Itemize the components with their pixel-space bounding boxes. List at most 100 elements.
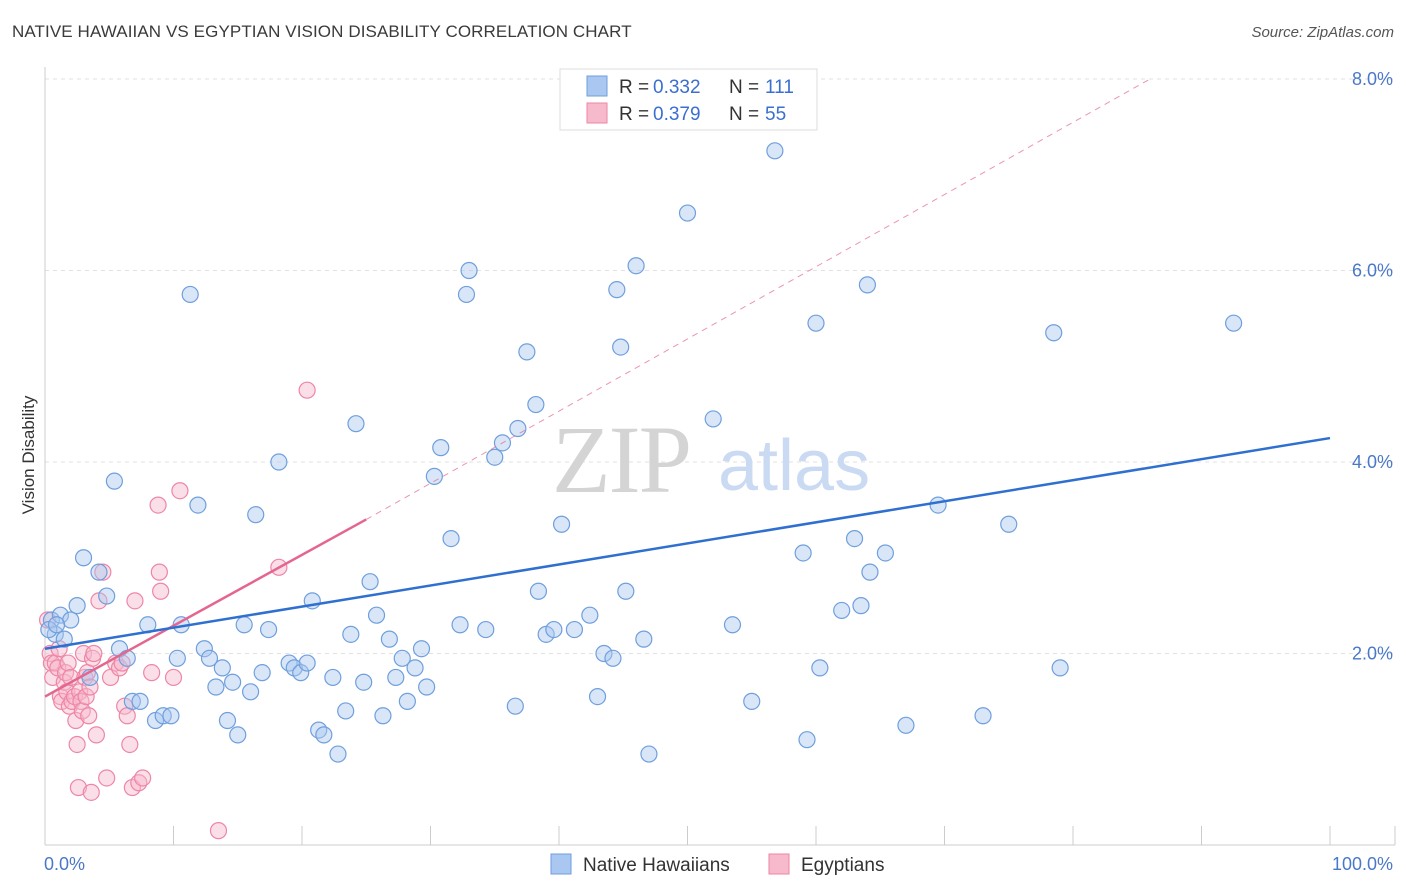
native-hawaiians-point [361, 573, 379, 591]
native-hawaiians-point [858, 276, 877, 294]
native-hawaiians-point [565, 620, 584, 639]
x-tick-label: 100.0% [1332, 854, 1393, 874]
chart-title: NATIVE HAWAIIAN VS EGYPTIAN VISION DISAB… [12, 22, 632, 41]
native-hawaiians-point [181, 285, 199, 304]
native-hawaiians-point [118, 649, 136, 667]
native-hawaiians-point [298, 654, 316, 672]
native-hawaiians-point [105, 472, 123, 490]
legend-n-label-1: N = [729, 77, 759, 98]
native-hawaiians-point [595, 644, 613, 663]
native-hawaiians-point [861, 563, 879, 581]
bottom-legend-swatch-native-hawaiians [550, 853, 572, 875]
native-hawaiians-point [224, 673, 242, 691]
native-hawaiians-point [635, 630, 653, 648]
native-hawaiians-point [460, 261, 478, 280]
native-hawaiians-point [678, 204, 697, 222]
egyptians-point [149, 496, 167, 514]
native-hawaiians-point [253, 664, 271, 682]
native-hawaiians-point [876, 544, 894, 562]
egyptians-point [134, 769, 152, 787]
watermark-atlas: atlas [718, 426, 870, 506]
egyptians-trend-extension [366, 78, 1151, 520]
native-hawaiians-point [852, 597, 870, 615]
native-hawaiians-point [406, 659, 424, 677]
native-hawaiians-point [55, 630, 73, 648]
native-hawaiians-point [347, 415, 365, 433]
native-hawaiians-point [200, 649, 219, 667]
egyptians-point [81, 678, 99, 696]
legend-swatch-native-hawaiians [586, 75, 608, 97]
native-hawaiians-point [798, 731, 816, 749]
native-hawaiians-point [90, 563, 108, 581]
native-hawaiians-point [588, 687, 607, 706]
native-hawaiians-point [794, 544, 812, 562]
native-hawaiians-point [527, 395, 545, 414]
native-hawaiians-point [432, 439, 450, 457]
native-hawaiians-point [342, 625, 360, 643]
native-hawaiians-point [355, 673, 373, 691]
native-hawaiians-point [218, 711, 237, 730]
egyptians-point [77, 687, 95, 706]
egyptians-trend-line [44, 518, 367, 698]
native-hawaiians-point [425, 467, 443, 485]
native-hawaiians-point [162, 707, 180, 725]
native-hawaiians-point [412, 640, 431, 658]
native-hawaiians-point [723, 616, 742, 634]
native-hawaiians-point [418, 678, 436, 696]
native-hawaiians-trend-line [44, 436, 1331, 650]
egyptians-point [87, 726, 106, 744]
native-hawaiians-point [477, 620, 495, 639]
egyptians-point [82, 783, 100, 801]
legend-r-value-1: 0.332 [653, 77, 701, 98]
native-hawaiians-point [974, 707, 992, 725]
y-tick-label: 4.0% [1352, 452, 1393, 472]
bottom-legend-swatch-egyptians [768, 853, 790, 875]
native-hawaiians-point [374, 707, 392, 725]
egyptians-point [118, 707, 136, 725]
egyptians-point [67, 711, 85, 730]
native-hawaiians-point [929, 496, 947, 514]
axes [44, 67, 1396, 846]
native-hawaiians-point [98, 587, 116, 605]
native-hawaiians-point [604, 649, 622, 667]
native-hawaiians-point [1225, 314, 1243, 332]
egyptians-point [98, 769, 116, 787]
native-hawaiians-point [398, 692, 416, 710]
native-hawaiians-point [242, 683, 260, 701]
native-hawaiians-point [324, 668, 342, 687]
watermark-zip: ZIP [552, 406, 690, 513]
egyptians-point [126, 592, 144, 610]
egyptians-point [69, 778, 88, 797]
native-hawaiians-point [329, 745, 347, 763]
native-hawaiians-point [833, 601, 851, 620]
egyptians-point [171, 482, 189, 500]
native-hawaiians-point [229, 726, 247, 744]
native-hawaiians-point [280, 654, 298, 672]
legend-n-value-1: 111 [765, 77, 794, 98]
egyptians-point [121, 735, 139, 754]
native-hawaiians-point [393, 649, 411, 667]
egyptians-point [85, 644, 103, 663]
legend-n-value-2: 55 [765, 104, 786, 125]
native-hawaiians-point [897, 716, 915, 734]
native-hawaiians-point [545, 620, 563, 639]
y-axis-label: Vision Disability [19, 395, 38, 514]
y-tick-labels: 2.0% 4.0% 6.0% 8.0% [1352, 69, 1393, 664]
native-hawaiians-point [457, 285, 476, 304]
native-hawaiians-point [131, 692, 149, 710]
y-tick-label: 6.0% [1352, 261, 1393, 281]
legend-r-value-2: 0.379 [653, 104, 701, 125]
native-hawaiians-point [367, 606, 386, 624]
native-hawaiians-point [247, 506, 265, 524]
legend-r-label-1: R = [619, 77, 649, 98]
legend-r-label-2: R = [619, 104, 649, 125]
native-hawaiians-point [451, 616, 469, 634]
native-hawaiians-point [766, 142, 784, 160]
legend-swatch-egyptians [586, 102, 608, 124]
egyptians-point [68, 735, 86, 754]
native-hawaiians-point [612, 338, 630, 356]
native-hawaiians-point [1045, 324, 1063, 342]
native-hawaiians-point [640, 745, 658, 763]
egyptians-point [94, 563, 112, 581]
